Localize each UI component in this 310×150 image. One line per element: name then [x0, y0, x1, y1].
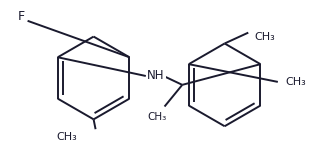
Text: CH₃: CH₃ [147, 112, 166, 122]
Text: CH₃: CH₃ [254, 32, 275, 42]
Text: F: F [18, 10, 25, 23]
Text: CH₃: CH₃ [57, 132, 78, 142]
Text: NH: NH [147, 69, 164, 82]
Text: CH₃: CH₃ [286, 77, 307, 87]
